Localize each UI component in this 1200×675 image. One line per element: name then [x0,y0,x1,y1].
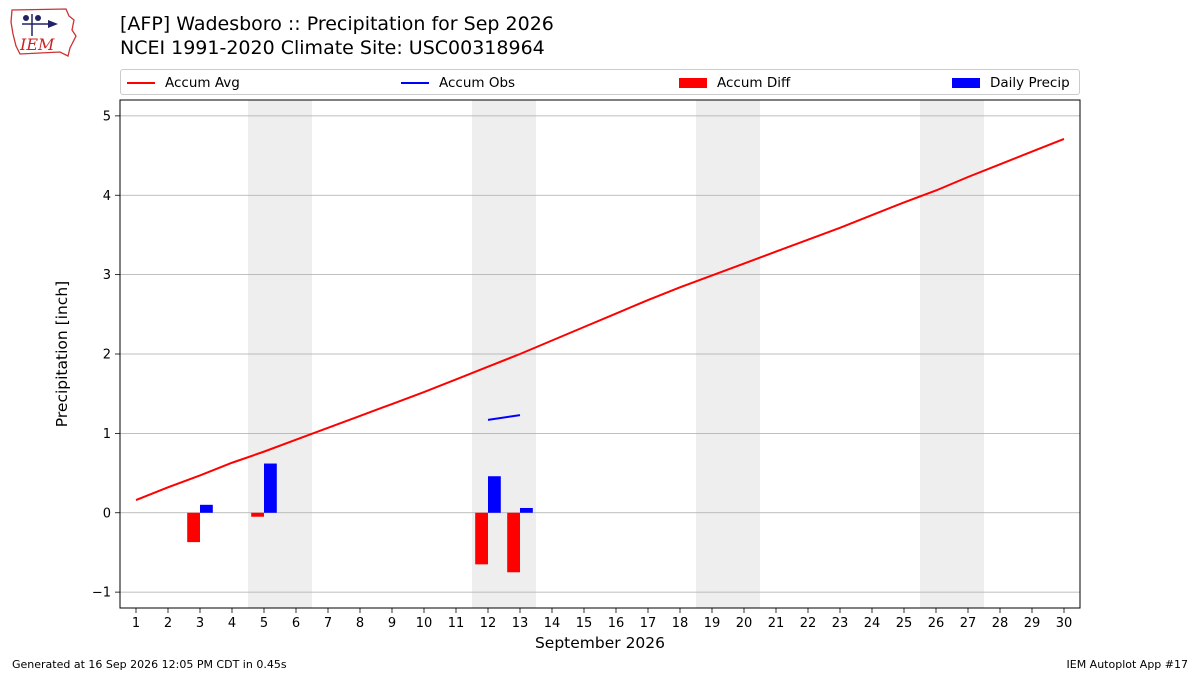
daily-precip-bar [264,463,277,513]
x-tick-label: 14 [544,616,561,631]
x-tick-label: 26 [928,616,945,631]
x-tick-label: 5 [260,616,268,631]
x-tick-label: 15 [576,616,593,631]
x-tick-label: 6 [292,616,300,631]
x-tick-label: 11 [448,616,465,631]
x-tick-label: 16 [608,616,625,631]
legend-swatch-accum-avg [127,82,155,84]
accum-avg-line [135,137,1065,501]
svg-text:IEM: IEM [19,35,55,54]
legend-item-daily-precip: Daily Precip [952,74,1070,92]
y-tick-label: 0 [103,506,111,521]
y-tick-label: 4 [103,189,111,204]
x-tick-label: 28 [992,616,1009,631]
x-tick-label: 3 [196,616,204,631]
x-tick-label: 19 [704,616,721,631]
x-tick-label: 12 [480,616,497,631]
x-tick-label: 21 [768,616,785,631]
title-line-1: [AFP] Wadesboro :: Precipitation for Sep… [120,13,554,35]
x-tick-label: 29 [1024,616,1041,631]
x-tick-label: 23 [832,616,849,631]
legend-item-accum-diff: Accum Diff [679,74,790,92]
y-tick-label: 1 [103,427,111,442]
accum-diff-bar [187,512,200,543]
accum-diff-bar [475,512,488,565]
accum-diff-bar [507,512,520,573]
x-tick-label: 8 [356,616,364,631]
y-axis-label: Precipitation [inch] [53,280,71,428]
accum-diff-bar [251,512,264,517]
legend-item-accum-avg: Accum Avg [127,74,240,92]
legend-swatch-accum-obs [401,82,429,84]
x-tick-label: 10 [416,616,433,631]
generated-timestamp: Generated at 16 Sep 2026 12:05 PM CDT in… [12,658,287,671]
legend-label-accum-obs: Accum Obs [439,75,516,91]
x-tick-label: 20 [736,616,753,631]
x-tick-label: 17 [640,616,657,631]
x-tick-label: 13 [512,616,529,631]
x-tick-label: 9 [388,616,396,631]
y-tick-label: −1 [92,586,111,601]
legend-label-daily-precip: Daily Precip [990,75,1070,91]
x-axis-label: September 2026 [534,634,666,652]
x-tick-label: 25 [896,616,913,631]
y-tick-label: 5 [103,109,111,124]
legend: Accum Avg Accum Obs Accum Diff Daily Pre… [120,69,1080,95]
legend-swatch-accum-diff [679,78,707,88]
x-tick-label: 27 [960,616,977,631]
accum-obs-line [487,414,521,421]
iem-logo-graphic: IEM [10,8,77,57]
legend-swatch-daily-precip [952,78,980,88]
legend-label-accum-diff: Accum Diff [717,75,791,91]
chart-title: [AFP] Wadesboro :: Precipitation for Sep… [120,12,554,60]
y-tick-label: 3 [103,268,111,283]
x-tick-label: 30 [1056,616,1073,631]
legend-item-accum-obs: Accum Obs [401,74,515,92]
x-tick-label: 4 [228,616,236,631]
autoplot-app-label: IEM Autoplot App #17 [1066,658,1189,671]
x-tick-label: 1 [132,616,140,631]
legend-label-accum-avg: Accum Avg [165,75,240,91]
x-tick-label: 18 [672,616,689,631]
y-tick-label: 2 [103,348,111,363]
title-line-2: NCEI 1991-2020 Climate Site: USC00318964 [120,37,545,59]
daily-precip-bar [488,476,501,513]
x-tick-label: 24 [864,616,881,631]
x-tick-label: 22 [800,616,817,631]
x-tick-label: 2 [164,616,172,631]
iem-logo: IEM [8,6,80,58]
daily-precip-bar [520,507,533,513]
x-tick-label: 7 [324,616,332,631]
daily-precip-bar [200,504,213,513]
